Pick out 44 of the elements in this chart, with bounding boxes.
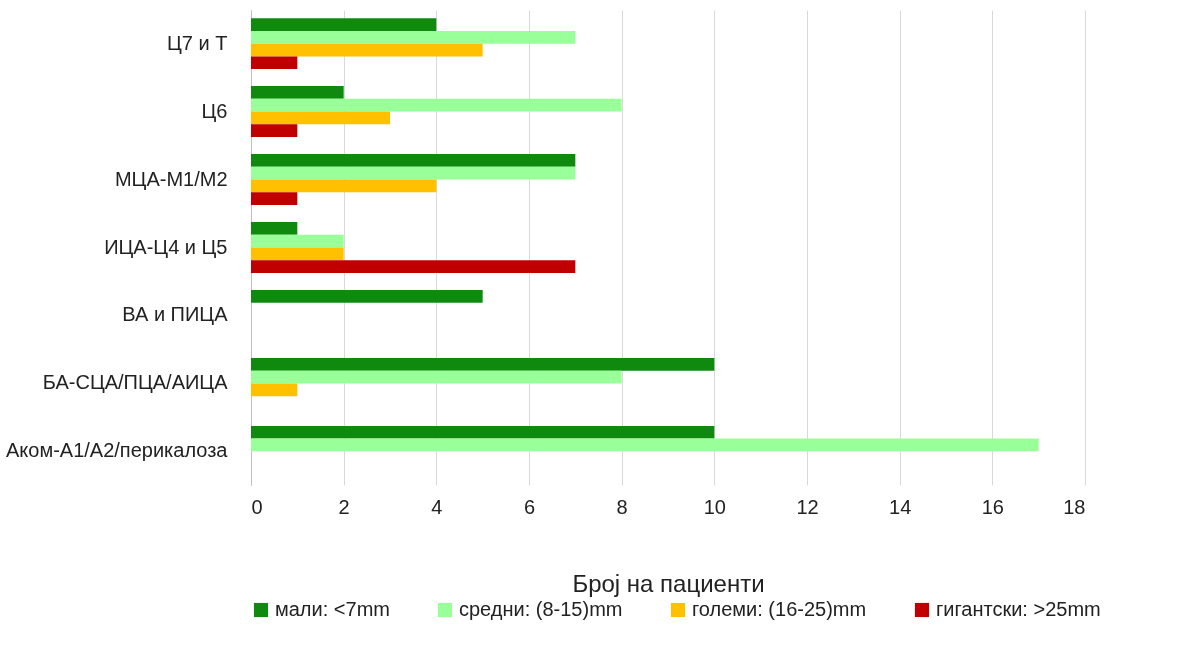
y-tick-label: БА-СЦА/ПЦА/АИЦА bbox=[42, 371, 229, 394]
x-tick-label: 6 bbox=[523, 495, 536, 518]
legend-label: средни: (8-15)mm bbox=[459, 598, 623, 620]
x-tick-label: 10 bbox=[703, 495, 726, 518]
legend-label: големи: (16-25)mm bbox=[692, 598, 867, 620]
y-tick-label: МЦА-М1/М2 bbox=[114, 167, 228, 190]
legend-label: мали: <7mm bbox=[275, 598, 390, 620]
bar bbox=[251, 289, 483, 303]
bar bbox=[251, 247, 344, 261]
bar bbox=[251, 179, 437, 193]
bar bbox=[251, 86, 344, 99]
bar bbox=[251, 111, 390, 125]
y-tick-label: Аком-А1/А2/перикалоза bbox=[5, 439, 229, 462]
bar bbox=[251, 43, 483, 57]
bar bbox=[251, 425, 715, 439]
bar bbox=[251, 154, 576, 167]
bar bbox=[251, 166, 576, 180]
bar bbox=[251, 56, 298, 70]
bar bbox=[251, 98, 622, 112]
legend-label: гигантски: >25mm bbox=[936, 598, 1101, 620]
bar bbox=[251, 438, 1039, 452]
x-tick-label: 14 bbox=[889, 495, 912, 518]
x-tick-label: 8 bbox=[616, 495, 628, 518]
x-tick-label: 2 bbox=[338, 495, 350, 518]
x-axis-title: Број на пациенти bbox=[572, 569, 765, 597]
x-tick-label: 18 bbox=[1063, 495, 1086, 518]
y-tick-label: Ц7 и Т bbox=[167, 31, 228, 54]
bar bbox=[251, 383, 298, 397]
bar bbox=[251, 260, 576, 273]
bar bbox=[251, 234, 344, 248]
y-tick-label: ВА и ПИЦА bbox=[122, 303, 229, 326]
bar bbox=[251, 222, 298, 235]
bar bbox=[251, 18, 437, 31]
y-tick-label: ИЦА-Ц4 и Ц5 bbox=[104, 235, 228, 258]
x-tick-label: 16 bbox=[981, 495, 1004, 518]
bar bbox=[251, 192, 298, 206]
y-tick-label: Ц6 bbox=[201, 99, 228, 122]
bar bbox=[251, 124, 298, 138]
x-tick-label: 12 bbox=[796, 495, 819, 518]
bar bbox=[251, 30, 576, 44]
bar bbox=[251, 370, 622, 384]
x-tick-label: 4 bbox=[431, 495, 443, 518]
bar bbox=[251, 357, 715, 371]
x-tick-label: 0 bbox=[251, 495, 263, 518]
